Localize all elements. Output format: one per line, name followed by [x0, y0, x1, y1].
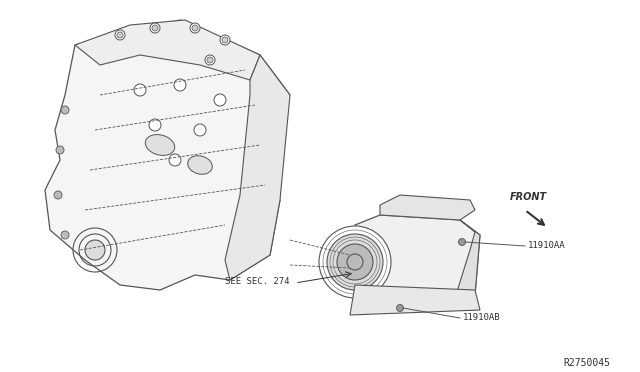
Circle shape — [85, 240, 105, 260]
Circle shape — [54, 191, 62, 199]
Circle shape — [327, 234, 383, 290]
Circle shape — [207, 57, 213, 63]
Circle shape — [61, 231, 69, 239]
Circle shape — [61, 106, 69, 114]
Ellipse shape — [188, 156, 212, 174]
Circle shape — [56, 146, 64, 154]
Polygon shape — [455, 220, 480, 305]
Circle shape — [205, 55, 215, 65]
Circle shape — [192, 25, 198, 31]
Circle shape — [169, 154, 181, 166]
Polygon shape — [75, 20, 260, 80]
Circle shape — [150, 23, 160, 33]
Circle shape — [117, 32, 123, 38]
Text: 11910AA: 11910AA — [528, 241, 566, 250]
Circle shape — [222, 37, 228, 43]
Circle shape — [194, 124, 206, 136]
Text: FRONT: FRONT — [510, 192, 547, 202]
Circle shape — [458, 238, 465, 246]
Circle shape — [115, 30, 125, 40]
Circle shape — [397, 305, 403, 311]
Circle shape — [337, 244, 373, 280]
Polygon shape — [225, 55, 290, 280]
Circle shape — [319, 226, 391, 298]
Circle shape — [190, 23, 200, 33]
Circle shape — [347, 254, 363, 270]
Circle shape — [214, 94, 226, 106]
Text: 11910AB: 11910AB — [463, 314, 500, 323]
Polygon shape — [350, 215, 480, 305]
Polygon shape — [380, 195, 475, 220]
Text: R2750045: R2750045 — [563, 358, 610, 368]
Text: SEE SEC. 274: SEE SEC. 274 — [225, 278, 290, 286]
Circle shape — [174, 79, 186, 91]
Circle shape — [134, 84, 146, 96]
Polygon shape — [45, 20, 290, 290]
Circle shape — [220, 35, 230, 45]
Circle shape — [149, 119, 161, 131]
Circle shape — [152, 25, 158, 31]
Polygon shape — [350, 285, 480, 315]
Ellipse shape — [145, 135, 175, 155]
